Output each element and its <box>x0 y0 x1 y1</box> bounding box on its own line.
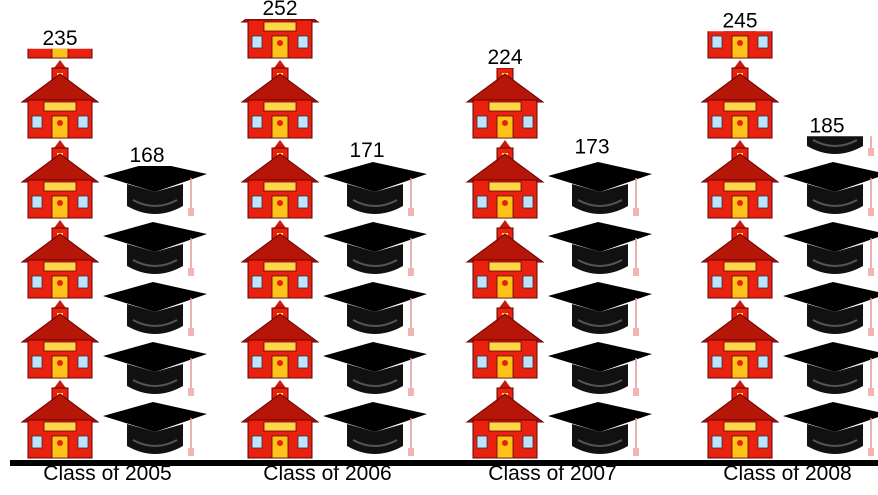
value-label: 171 <box>349 139 384 162</box>
school-stack <box>241 19 319 459</box>
x-tick-label: Class of 2007 <box>488 462 616 485</box>
cap-stack <box>782 136 878 457</box>
school-stack <box>466 68 544 459</box>
x-tick-label: Class of 2006 <box>263 462 391 485</box>
baseline <box>10 460 878 466</box>
value-label: 245 <box>722 9 757 32</box>
x-tick-label: Class of 2005 <box>43 462 171 485</box>
school-stack <box>21 48 99 459</box>
x-tick-label: Class of 2008 <box>723 462 851 485</box>
value-label: 224 <box>487 46 522 69</box>
value-label: 252 <box>262 0 297 20</box>
value-label: 235 <box>42 27 77 50</box>
value-label: 185 <box>809 114 844 137</box>
value-label: 168 <box>129 144 164 167</box>
value-label: 173 <box>574 135 609 158</box>
school-stack <box>701 31 779 459</box>
cap-stack <box>322 161 428 457</box>
cap-stack <box>102 166 208 457</box>
